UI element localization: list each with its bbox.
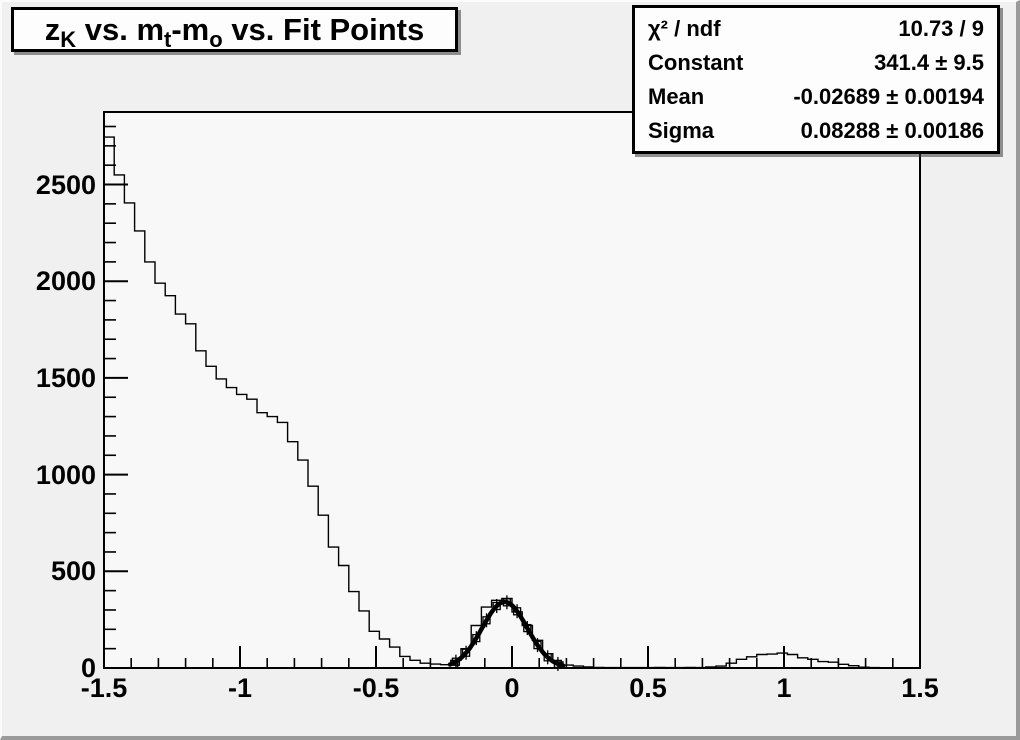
y-tick-label-500: 500 bbox=[50, 556, 96, 586]
x-tick-label-0: 0 bbox=[504, 673, 520, 703]
plot-frame bbox=[103, 111, 921, 669]
title-sub: o bbox=[209, 26, 223, 52]
fit-point-marker bbox=[523, 623, 532, 633]
fit-point-marker bbox=[512, 607, 522, 616]
y-tick-label-0: 0 bbox=[80, 653, 96, 683]
fit-point-marker bbox=[533, 640, 542, 650]
title-seg: -m bbox=[171, 11, 210, 47]
y-tick-label-2500: 2500 bbox=[35, 170, 96, 200]
stats-row-mean: Mean -0.02689 ± 0.00194 bbox=[635, 80, 997, 113]
stats-row-chi2: χ² / ndf 10.73 / 9 bbox=[635, 12, 997, 45]
x-tick-label-m1: -1 bbox=[227, 673, 253, 703]
x-tick-label-m0p5: -0.5 bbox=[352, 673, 400, 703]
fit-point-marker bbox=[502, 598, 512, 607]
plot-title-box: zK vs. mt-mo vs. Fit Points bbox=[11, 7, 458, 52]
stat-label: Constant bbox=[648, 50, 744, 76]
stat-value: 0.08288 ± 0.00186 bbox=[800, 117, 984, 143]
x-tick-label-m1p5: -1.5 bbox=[80, 673, 128, 703]
title-sub: t bbox=[164, 26, 172, 52]
stat-label: χ² / ndf bbox=[648, 16, 721, 42]
fit-point-marker bbox=[553, 659, 563, 669]
title-seg: vs. Fit Points bbox=[222, 11, 425, 47]
x-tick-label-1p5: 1.5 bbox=[901, 673, 939, 703]
x-tick-label-0p5: 0.5 bbox=[629, 673, 667, 703]
stat-value: 10.73 / 9 bbox=[898, 16, 984, 42]
fit-point-marker bbox=[472, 633, 481, 643]
stats-row-constant: Constant 341.4 ± 9.5 bbox=[635, 46, 997, 79]
stat-label: Mean bbox=[648, 83, 705, 109]
fit-point-marker bbox=[461, 648, 471, 657]
fit-point-marker bbox=[543, 653, 552, 662]
stats-row-sigma: Sigma 0.08288 ± 0.00186 bbox=[635, 114, 997, 147]
title-sub: K bbox=[60, 26, 77, 52]
plot-title: zK vs. mt-mo vs. Fit Points bbox=[44, 11, 425, 51]
fit-point-marker bbox=[451, 657, 461, 666]
y-tick-label-1500: 1500 bbox=[35, 363, 96, 393]
stat-value: -0.02689 ± 0.00194 bbox=[793, 83, 984, 109]
x-tick-label-1: 1 bbox=[776, 673, 792, 703]
y-tick-label-2000: 2000 bbox=[35, 266, 96, 296]
y-tick-label-1000: 1000 bbox=[35, 460, 96, 490]
title-seg: z bbox=[44, 11, 61, 47]
histogram-line bbox=[103, 136, 921, 669]
fit-point-marker bbox=[482, 616, 491, 625]
fit-stats-box: χ² / ndf 10.73 / 9 Constant 341.4 ± 9.5 … bbox=[632, 5, 1000, 154]
fit-point-marker bbox=[492, 601, 501, 611]
stat-label: Sigma bbox=[648, 117, 715, 143]
stat-value: 341.4 ± 9.5 bbox=[874, 50, 984, 76]
title-seg: vs. m bbox=[76, 11, 165, 47]
